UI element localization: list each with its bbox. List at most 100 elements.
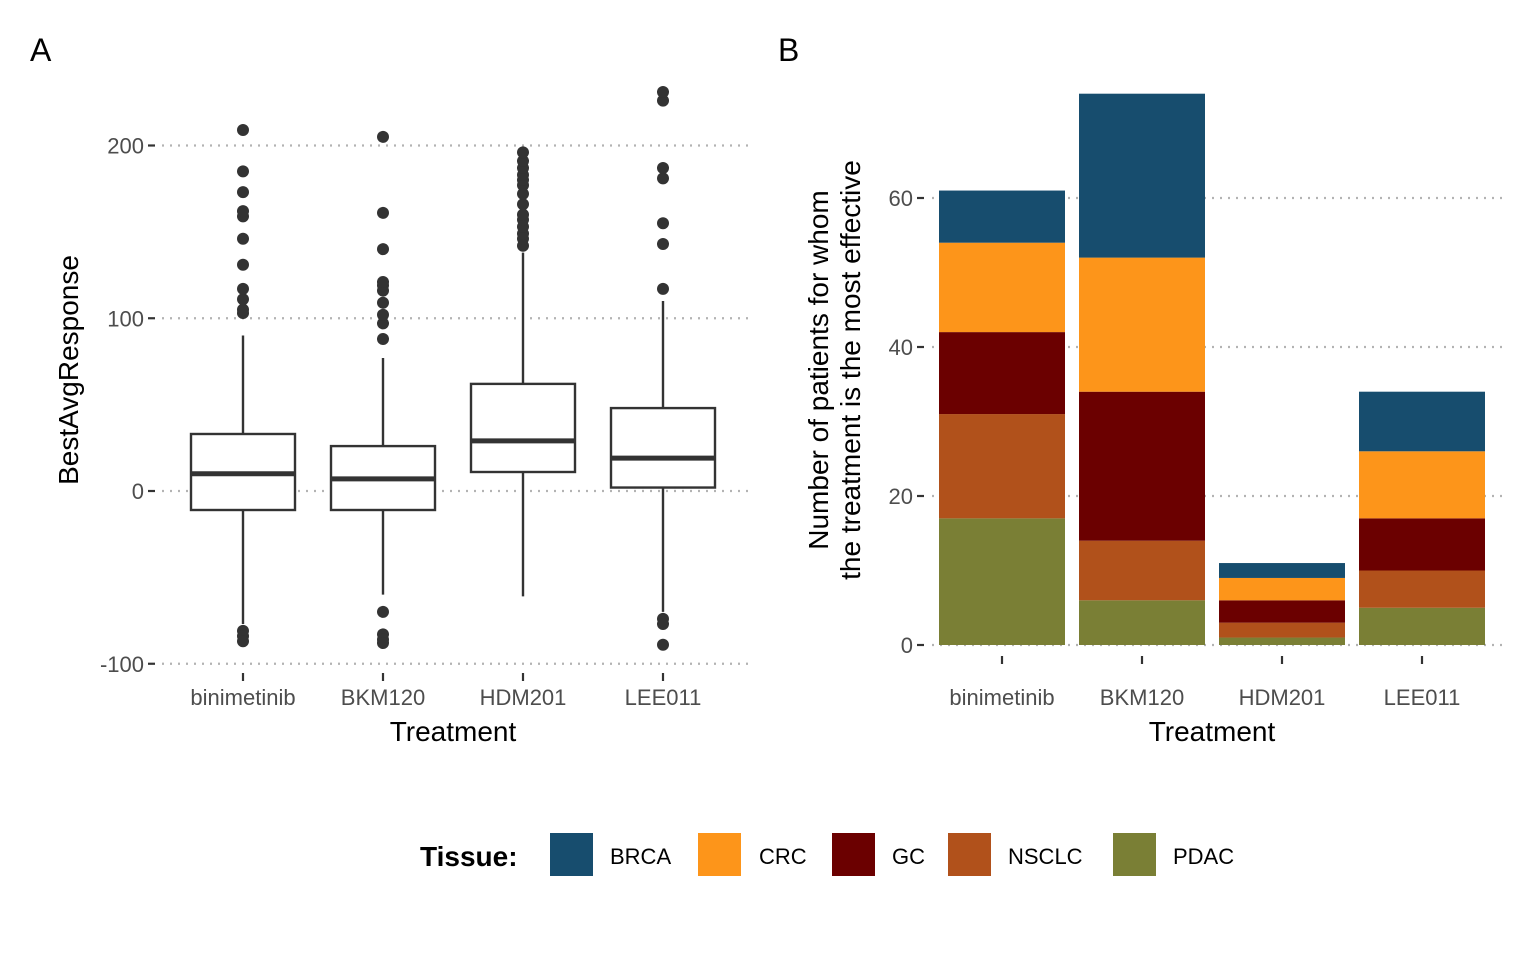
legend-swatch xyxy=(550,833,593,876)
bar-segment-gc xyxy=(939,332,1065,415)
iqr-box xyxy=(609,406,717,489)
outlier-point xyxy=(237,293,249,306)
box-binimetinib xyxy=(189,123,297,648)
panel-b-y-tick-label: 0 xyxy=(901,633,913,658)
box-lee011 xyxy=(609,85,717,651)
panel-b-x-tick-label: binimetinib xyxy=(949,685,1054,710)
bar-segment-pdac xyxy=(939,518,1065,645)
outlier-point xyxy=(657,638,669,651)
bar-segment-nsclc xyxy=(1359,570,1485,608)
bar-segment-pdac xyxy=(1359,607,1485,645)
legend-item-nsclc: NSCLC xyxy=(948,833,1083,876)
bar-segment-pdac xyxy=(1219,637,1345,645)
panel-a-y-tick-label: 200 xyxy=(107,134,144,159)
panel-a: A -100 0 100 200 binimetinib BKM120 HDM201 LEE… xyxy=(30,32,748,747)
panel-b-x-tick-label: HDM201 xyxy=(1239,685,1326,710)
outlier-point xyxy=(517,146,529,159)
bar-segment-crc xyxy=(1359,451,1485,519)
legend-title: Tissue: xyxy=(420,841,518,872)
outlier-point xyxy=(377,296,389,309)
panel-a-x-tick-label: BKM120 xyxy=(341,685,425,710)
outlier-point xyxy=(377,275,389,288)
bar-segment-crc xyxy=(1219,577,1345,601)
outlier-point xyxy=(237,165,249,178)
outlier-point xyxy=(657,172,669,185)
legend-item-pdac: PDAC xyxy=(1113,833,1234,876)
legend-item-crc: CRC xyxy=(698,833,807,876)
outlier-point xyxy=(517,198,529,211)
outlier-point xyxy=(377,206,389,219)
outlier-point xyxy=(657,94,669,107)
box-hdm201 xyxy=(469,146,577,597)
bar-segment-nsclc xyxy=(1079,540,1205,601)
outlier-point xyxy=(237,232,249,245)
panel-b-x-tick-label: LEE011 xyxy=(1384,685,1461,710)
outlier-point xyxy=(377,243,389,256)
outlier-point xyxy=(657,237,669,250)
outlier-point xyxy=(657,85,669,98)
box-bkm120 xyxy=(329,130,437,650)
iqr-box xyxy=(469,382,577,474)
outlier-point xyxy=(237,123,249,136)
bar-stack-bkm120 xyxy=(1079,93,1205,645)
legend-label: GC xyxy=(892,844,925,869)
legend-item-gc: GC xyxy=(832,833,925,876)
outlier-point xyxy=(237,635,249,648)
outlier-point xyxy=(377,317,389,330)
bar-stack-lee011 xyxy=(1359,391,1485,645)
bar-segment-nsclc xyxy=(939,414,1065,519)
outlier-point xyxy=(237,282,249,295)
outlier-point xyxy=(377,605,389,618)
legend-label: BRCA xyxy=(610,844,671,869)
bar-segment-gc xyxy=(1219,600,1345,623)
bar-segment-gc xyxy=(1079,391,1205,541)
outlier-point xyxy=(517,155,529,168)
legend-item-brca: BRCA xyxy=(550,833,671,876)
outlier-point xyxy=(657,618,669,631)
bar-stack-hdm201 xyxy=(1219,563,1345,645)
outlier-point xyxy=(517,208,529,221)
legend-swatch xyxy=(698,833,741,876)
bar-segment-brca xyxy=(1219,563,1345,578)
bar-segment-crc xyxy=(939,242,1065,333)
panel-a-x-tick-label: binimetinib xyxy=(190,685,295,710)
panel-a-y-tick-label: 100 xyxy=(107,306,144,331)
bar-segment-brca xyxy=(1079,93,1205,258)
panel-b-x-axis-title: Treatment xyxy=(1149,716,1276,747)
outlier-point xyxy=(237,186,249,199)
outlier-point xyxy=(657,217,669,230)
outlier-point xyxy=(237,303,249,316)
legend: Tissue: BRCA CRC GC NSCLC PDAC xyxy=(420,833,1234,876)
outlier-point xyxy=(377,308,389,321)
legend-swatch xyxy=(948,833,991,876)
legend-swatch xyxy=(1113,833,1156,876)
outlier-point xyxy=(377,637,389,650)
panel-a-x-axis-title: Treatment xyxy=(390,716,517,747)
panel-a-y-axis-title: BestAvgResponse xyxy=(53,255,84,485)
bar-segment-nsclc xyxy=(1219,622,1345,638)
bar-segment-brca xyxy=(939,190,1065,243)
bar-segment-gc xyxy=(1359,518,1485,571)
outlier-point xyxy=(657,161,669,174)
panel-b-tag: B xyxy=(778,32,799,68)
panel-a-y-tick-label: 0 xyxy=(132,479,144,504)
panel-b-y-tick-label: 60 xyxy=(889,186,913,211)
panel-b-y-tick-label: 40 xyxy=(889,335,913,360)
bar-stack-binimetinib xyxy=(939,190,1065,645)
panel-b-y-axis-title-line-1: Number of patients for whom xyxy=(803,190,834,550)
bar-segment-crc xyxy=(1079,257,1205,392)
legend-label: CRC xyxy=(759,844,807,869)
panel-b-y-tick-label: 20 xyxy=(889,484,913,509)
outlier-point xyxy=(377,332,389,345)
bar-segment-brca xyxy=(1359,391,1485,452)
panel-a-x-tick-label: HDM201 xyxy=(480,685,567,710)
panel-b-y-axis-title-line-2: the treatment is the most effective xyxy=(835,160,866,580)
legend-label: NSCLC xyxy=(1008,844,1083,869)
panel-a-tag: A xyxy=(30,32,52,68)
outlier-point xyxy=(517,187,529,200)
panel-b-x-tick-label: BKM120 xyxy=(1100,685,1184,710)
outlier-point xyxy=(657,282,669,295)
legend-swatch xyxy=(832,833,875,876)
